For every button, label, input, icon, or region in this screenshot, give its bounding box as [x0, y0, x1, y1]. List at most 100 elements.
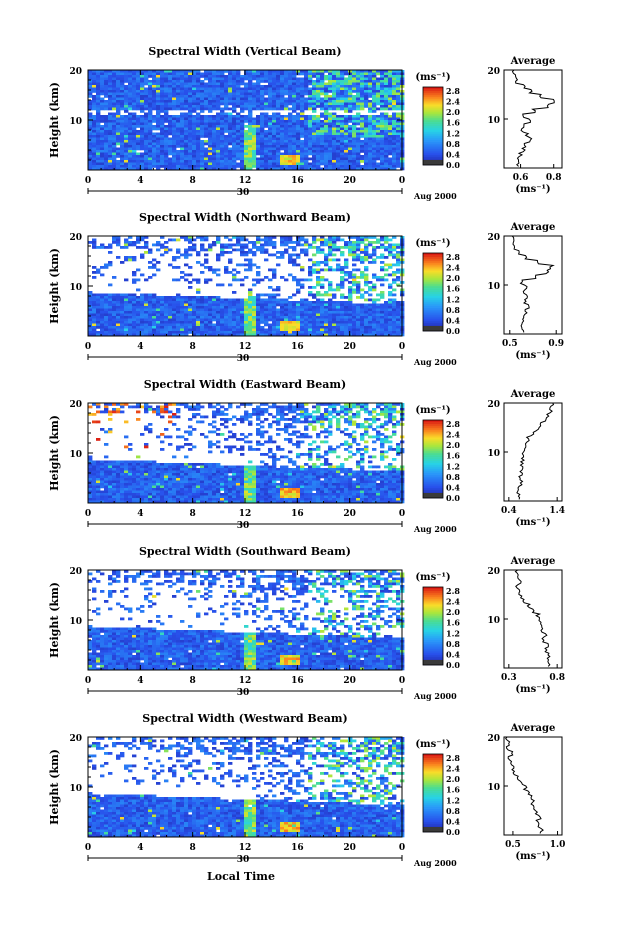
heatmap-cell: [396, 73, 400, 76]
heatmap-cell: [308, 326, 312, 329]
heatmap-cell: [236, 138, 240, 141]
heatmap-cell: [116, 150, 120, 153]
heatmap-cell: [376, 123, 380, 126]
heatmap-cell: [132, 294, 136, 297]
heatmap-cell: [108, 138, 112, 141]
heatmap-cell: [356, 249, 360, 252]
heatmap-cell: [200, 103, 204, 106]
heatmap-cell: [272, 135, 276, 138]
heatmap-cell: [312, 103, 316, 106]
heatmap-cell: [380, 279, 384, 282]
heatmap-cell: [248, 88, 252, 91]
heatmap-cell: [232, 75, 236, 78]
heatmap-cell: [208, 321, 212, 324]
heatmap-cell: [220, 130, 224, 133]
heatmap-cell: [308, 306, 312, 309]
heatmap-cell: [348, 271, 352, 274]
heatmap-cell: [304, 239, 308, 242]
heatmap-cell: [116, 314, 120, 317]
heatmap-cell: [124, 140, 128, 143]
heatmap-cell: [252, 100, 256, 103]
heatmap-cell: [136, 163, 140, 166]
heatmap-cell: [272, 311, 276, 314]
heatmap-cell: [220, 80, 224, 83]
heatmap-cell: [316, 128, 320, 131]
heatmap-cell: [244, 103, 248, 106]
heatmap-cell: [164, 314, 168, 317]
heatmap-cell: [96, 123, 100, 126]
heatmap-cell: [308, 98, 312, 101]
heatmap-cell: [376, 319, 380, 322]
heatmap-cell: [260, 88, 264, 91]
heatmap-cell: [380, 155, 384, 158]
heatmap-cell: [188, 316, 192, 319]
heatmap-cell: [216, 239, 220, 242]
heatmap-cell: [328, 331, 332, 334]
heatmap-cell: [228, 150, 232, 153]
heatmap-cell: [208, 85, 212, 88]
heatmap-cell: [324, 261, 328, 264]
heatmap-cell: [380, 78, 384, 81]
heatmap-cell: [244, 85, 248, 88]
heatmap-cell: [356, 276, 360, 279]
heatmap-cell: [372, 80, 376, 83]
heatmap-cell: [292, 160, 296, 163]
heatmap-cell: [220, 103, 224, 106]
heatmap-cell: [188, 241, 192, 244]
heatmap-cell: [208, 165, 212, 168]
heatmap-cell: [228, 143, 232, 146]
heatmap-cell: [324, 105, 328, 108]
heatmap-cell: [224, 125, 228, 128]
heatmap-cell: [188, 130, 192, 133]
heatmap-cell: [368, 135, 372, 138]
heatmap-cell: [332, 254, 336, 257]
heatmap-cell: [292, 304, 296, 307]
heatmap-cell: [336, 326, 340, 329]
heatmap-cell: [208, 145, 212, 148]
heatmap-cell: [212, 329, 216, 332]
heatmap-cell: [132, 301, 136, 304]
heatmap-cell: [192, 319, 196, 322]
heatmap-cell: [372, 120, 376, 123]
heatmap-cell: [92, 306, 96, 309]
heatmap-cell: [276, 80, 280, 83]
heatmap-cell: [240, 90, 244, 93]
heatmap-cell: [104, 145, 108, 148]
heatmap-cell: [108, 309, 112, 312]
heatmap-cell: [152, 98, 156, 101]
heatmap-cell: [316, 329, 320, 332]
heatmap-cell: [380, 326, 384, 329]
heatmap-cell: [200, 264, 204, 267]
heatmap-cell: [144, 98, 148, 101]
heatmap-cell: [344, 314, 348, 317]
heatmap-cell: [200, 118, 204, 121]
heatmap-cell: [352, 135, 356, 138]
heatmap-cell: [296, 118, 300, 121]
heatmap-cell: [396, 264, 400, 267]
heatmap-cell: [252, 321, 256, 324]
heatmap-cell: [100, 143, 104, 146]
heatmap-cell: [196, 95, 200, 98]
heatmap-cell: [172, 145, 176, 148]
heatmap-cell: [112, 118, 116, 121]
heatmap-cell: [272, 153, 276, 156]
heatmap-cell: [276, 123, 280, 126]
heatmap-cell: [180, 304, 184, 307]
heatmap-cell: [328, 249, 332, 252]
heatmap-cell: [312, 271, 316, 274]
heatmap-cell: [288, 143, 292, 146]
heatmap-cell: [168, 239, 172, 242]
heatmap-cell: [132, 319, 136, 322]
heatmap-cell: [112, 296, 116, 299]
heatmap-cell: [236, 158, 240, 161]
heatmap-cell: [148, 93, 152, 96]
heatmap-cell: [148, 148, 152, 151]
heatmap-cell: [176, 165, 180, 168]
heatmap-cell: [240, 309, 244, 312]
heatmap-cell: [236, 264, 240, 267]
heatmap-cell: [296, 125, 300, 128]
heatmap-cell: [164, 165, 168, 168]
heatmap-cell: [156, 108, 160, 111]
heatmap-cell: [320, 125, 324, 128]
heatmap-cell: [204, 105, 208, 108]
